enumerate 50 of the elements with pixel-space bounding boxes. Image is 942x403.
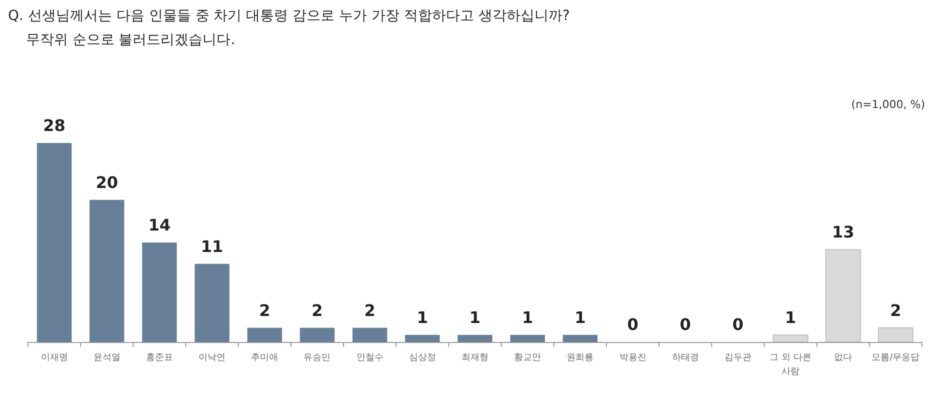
data-label: 28 <box>43 116 66 135</box>
x-tick-label: 심상정 <box>408 353 436 363</box>
bar <box>458 334 492 342</box>
data-label: 2 <box>259 300 270 320</box>
text: (n=1,000, %) <box>851 98 925 111</box>
x-tick-label: 황교안 <box>514 353 542 363</box>
data-label: 14 <box>148 216 171 234</box>
data-label: 11 <box>200 236 224 256</box>
bar <box>90 200 124 342</box>
data-label: 1 <box>784 308 796 327</box>
x-tick-label: 이낙연 <box>198 353 226 363</box>
chart-title: Q. 선생님께서는 다음 인물들 중 차기 대통령 감으로 누가 가장 적합하다고 생각하십니까? 무작위 순으로 불러드리겠습니다. <box>8 8 570 48</box>
bar <box>352 328 388 342</box>
bar <box>878 327 914 342</box>
bar <box>562 334 598 342</box>
data-label: 20 <box>96 172 118 192</box>
data-label: 2 <box>312 300 323 320</box>
bar <box>247 328 282 342</box>
x-tick-label: 홍준표 <box>146 353 173 363</box>
x-tick-label: 유승민 <box>304 353 331 363</box>
data-label: 1 <box>416 308 428 327</box>
x-tick-label: 박용진 <box>619 353 646 363</box>
x-tick-label: 김두관 <box>724 353 752 363</box>
x-tick-label: 하태경 <box>672 353 699 363</box>
x-tick-label: 윤석열 <box>93 353 120 363</box>
data-label: 0 <box>732 315 744 334</box>
bar <box>825 249 861 342</box>
bar <box>36 143 72 342</box>
data-label: 13 <box>832 222 854 242</box>
bar <box>194 264 230 342</box>
bar <box>300 328 335 342</box>
x-tick-label: 그 외 다른 사람 <box>770 353 812 377</box>
data-label: 1 <box>469 308 481 327</box>
x-tick-label: 모름/무응답 <box>872 353 920 363</box>
bar <box>142 242 177 342</box>
x-tick-label: 없다 <box>834 353 852 363</box>
bar <box>405 334 440 342</box>
data-label: 2 <box>364 300 376 320</box>
bar <box>510 334 545 342</box>
x-tick-label: 안철수 <box>356 353 384 363</box>
x-tick-label: 추미애 <box>251 353 278 363</box>
data-label: 0 <box>627 315 638 334</box>
data-label: 1 <box>574 308 586 327</box>
data-label: 2 <box>890 300 902 320</box>
bar <box>772 334 808 342</box>
x-tick-label: 원희룡 <box>566 353 594 363</box>
data-label: 1 <box>522 308 534 327</box>
x-tick-label: 이재명 <box>40 353 68 363</box>
x-tick-label: 최재형 <box>462 353 488 363</box>
data-label: 0 <box>680 315 691 334</box>
